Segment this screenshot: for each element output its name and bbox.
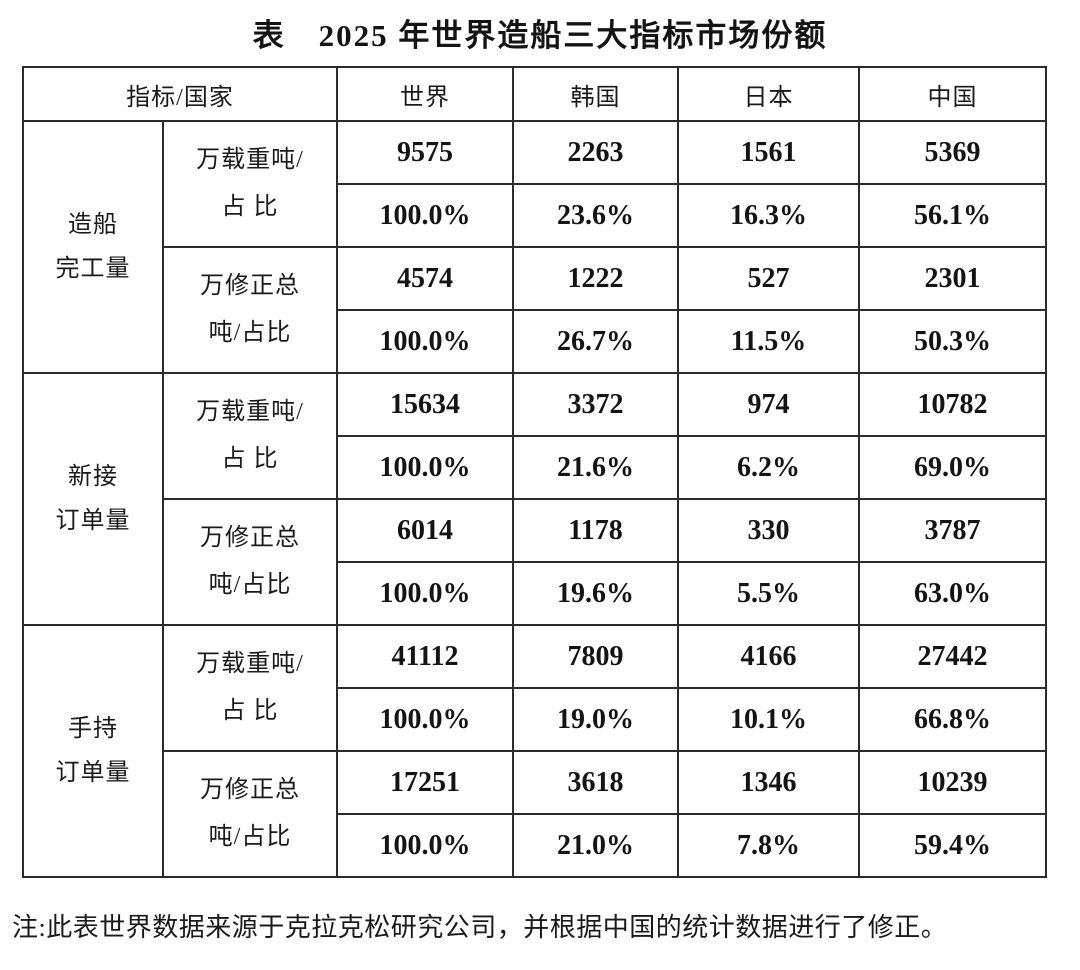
- cell-world: 100.0%: [336, 309, 515, 374]
- cell-japan: 527: [677, 246, 861, 311]
- sub-label-line1: 万修正总: [200, 273, 300, 300]
- cell-world: 100.0%: [336, 183, 515, 248]
- cell-korea: 21.0%: [512, 813, 680, 878]
- cell-world: 6014: [336, 498, 515, 563]
- sub-label-cgt-share: 万修正总 吨/占比: [161, 246, 339, 374]
- cell-korea: 3618: [512, 750, 680, 815]
- row-orderbook-cgt-tonnage: 万修正总 吨/占比 17251 3618 1346 10239: [23, 750, 1048, 878]
- row-orderbook-dwt-share: 100.0% 19.0% 10.1% 66.8%: [23, 687, 1048, 752]
- sub-label-cgt-share: 万修正总 吨/占比: [161, 750, 339, 878]
- cell-world: 41112: [336, 624, 515, 689]
- row-neworders-dwt-share: 100.0% 21.6% 6.2% 69.0%: [23, 435, 1048, 500]
- cell-korea: 19.0%: [512, 687, 680, 752]
- cell-china: 10239: [858, 750, 1048, 815]
- cell-china: 5369: [858, 120, 1048, 185]
- cell-korea: 7809: [512, 624, 680, 689]
- cell-china: 50.3%: [858, 309, 1048, 374]
- group-label-line1: 手持: [68, 715, 118, 742]
- group-label-line2: 订单量: [55, 508, 131, 534]
- sub-label-dwt-share: 万载重吨/ 占 比: [161, 120, 339, 248]
- cell-china: 63.0%: [858, 561, 1048, 626]
- cell-korea: 3372: [512, 372, 680, 437]
- sub-label-line2: 占 比: [221, 194, 279, 220]
- group-label-orderbook: 手持 订单量: [22, 624, 164, 878]
- sub-label-line1: 万修正总: [200, 777, 300, 804]
- cell-japan: 5.5%: [677, 561, 861, 626]
- group-label-completions: 造船 完工量: [22, 120, 164, 374]
- sub-label-dwt-share: 万载重吨/ 占 比: [161, 372, 339, 500]
- cell-japan: 16.3%: [677, 183, 861, 248]
- row-neworders-dwt-tonnage: 新接 订单量 万载重吨/ 占 比 15634 3372 974 10782: [22, 372, 1048, 626]
- row-completions-dwt-share: 100.0% 23.6% 16.3% 56.1%: [23, 183, 1048, 248]
- cell-korea: 21.6%: [512, 435, 680, 500]
- cell-china: 27442: [858, 624, 1048, 689]
- cell-world: 9575: [336, 120, 515, 185]
- cell-world: 100.0%: [336, 813, 515, 878]
- row-neworders-cgt-tonnage: 万修正总 吨/占比 6014 1178 330 3787: [23, 498, 1048, 626]
- cell-world: 4574: [336, 246, 515, 311]
- sub-label-line2: 占 比: [221, 446, 279, 472]
- header-row: 指标/国家 世界 韩国 日本 中国: [21, 66, 1048, 122]
- cell-japan: 4166: [677, 624, 861, 689]
- sub-label-line2: 吨/占比: [208, 320, 292, 346]
- header-japan: 日本: [677, 66, 861, 122]
- cell-japan: 11.5%: [677, 309, 861, 374]
- group-label-line1: 造船: [68, 211, 118, 238]
- cell-china: 56.1%: [858, 183, 1048, 248]
- group-label-line1: 新接: [68, 463, 118, 490]
- page-title: 表 2025 年世界造船三大指标市场份额: [252, 18, 828, 53]
- row-neworders-cgt-share: 100.0% 19.6% 5.5% 63.0%: [23, 561, 1048, 626]
- shipbuilding-market-share-table: 指标/国家 世界 韩国 日本 中国 造船 完工量 万载重吨/ 占 比 9575 …: [21, 66, 1048, 878]
- group-label-line2: 完工量: [55, 256, 131, 282]
- header-indicator-country: 指标/国家: [21, 66, 339, 122]
- cell-china: 3787: [858, 498, 1048, 563]
- sub-label-dwt-share: 万载重吨/ 占 比: [161, 624, 339, 752]
- sub-label-cgt-share: 万修正总 吨/占比: [161, 498, 339, 626]
- cell-china: 10782: [858, 372, 1048, 437]
- cell-japan: 7.8%: [677, 813, 861, 878]
- cell-korea: 19.6%: [512, 561, 680, 626]
- cell-world: 17251: [336, 750, 515, 815]
- cell-japan: 330: [677, 498, 861, 563]
- row-orderbook-cgt-share: 100.0% 21.0% 7.8% 59.4%: [23, 813, 1048, 878]
- cell-world: 100.0%: [336, 561, 515, 626]
- row-completions-dwt-tonnage: 造船 完工量 万载重吨/ 占 比 9575 2263 1561 5369: [22, 120, 1048, 374]
- cell-china: 2301: [858, 246, 1048, 311]
- sub-label-line1: 万修正总: [200, 525, 300, 552]
- header-korea: 韩国: [512, 66, 680, 122]
- header-china: 中国: [858, 66, 1048, 122]
- cell-japan: 6.2%: [677, 435, 861, 500]
- row-completions-cgt-tonnage: 万修正总 吨/占比 4574 1222 527 2301: [23, 246, 1048, 374]
- sub-label-line2: 吨/占比: [208, 572, 292, 598]
- cell-world: 100.0%: [336, 687, 515, 752]
- row-completions-cgt-share: 100.0% 26.7% 11.5% 50.3%: [23, 309, 1048, 374]
- cell-china: 69.0%: [858, 435, 1048, 500]
- cell-korea: 26.7%: [512, 309, 680, 374]
- cell-korea: 23.6%: [512, 183, 680, 248]
- cell-china: 59.4%: [858, 813, 1048, 878]
- cell-korea: 1222: [512, 246, 680, 311]
- header-world: 世界: [336, 66, 515, 122]
- row-orderbook-dwt-tonnage: 手持 订单量 万载重吨/ 占 比 41112 7809 4166 27442: [22, 624, 1048, 878]
- sub-label-line1: 万载重吨/: [196, 399, 304, 426]
- sub-label-line1: 万载重吨/: [196, 651, 304, 678]
- sub-label-line2: 吨/占比: [208, 824, 292, 850]
- cell-world: 100.0%: [336, 435, 515, 500]
- sub-label-line2: 占 比: [221, 698, 279, 724]
- cell-japan: 974: [677, 372, 861, 437]
- cell-japan: 1561: [677, 120, 861, 185]
- cell-world: 15634: [336, 372, 515, 437]
- cell-korea: 1178: [512, 498, 680, 563]
- cell-china: 66.8%: [858, 687, 1048, 752]
- group-label-new-orders: 新接 订单量: [22, 372, 164, 626]
- cell-japan: 1346: [677, 750, 861, 815]
- group-label-line2: 订单量: [55, 760, 131, 786]
- footnote: 注:此表世界数据来源于克拉克松研究公司，并根据中国的统计数据进行了修正。: [12, 913, 948, 942]
- cell-korea: 2263: [512, 120, 680, 185]
- sub-label-line1: 万载重吨/: [196, 147, 304, 174]
- cell-japan: 10.1%: [677, 687, 861, 752]
